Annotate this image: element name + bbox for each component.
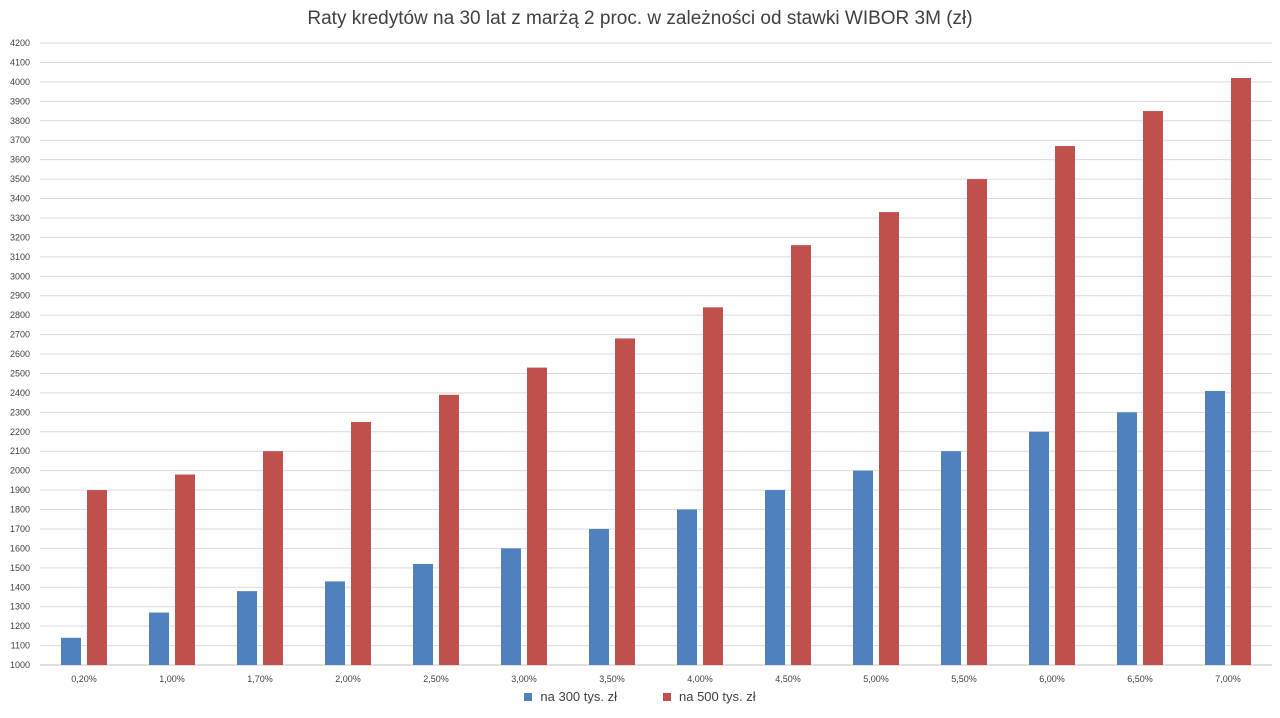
legend-item-series-2: na 500 tys. zł (663, 689, 756, 704)
y-tick-label: 1900 (10, 485, 30, 495)
bar-series-2 (1143, 111, 1163, 665)
x-tick-label: 6,50% (1127, 674, 1153, 684)
y-tick-label: 1100 (11, 641, 30, 651)
x-tick-label: 5,00% (863, 674, 889, 684)
legend-item-series-1: na 300 tys. zł (524, 689, 617, 704)
bar-series-1 (149, 612, 169, 665)
legend-label-series-1: na 300 tys. zł (540, 689, 617, 704)
y-tick-label: 2000 (10, 466, 30, 476)
x-tick-label: 1,00% (159, 674, 185, 684)
bar-series-2 (263, 451, 283, 665)
y-tick-label: 2100 (10, 446, 30, 456)
y-tick-label: 4200 (10, 38, 30, 48)
y-tick-label: 3900 (10, 96, 30, 106)
bar-series-1 (1117, 412, 1137, 665)
y-tick-label: 1000 (10, 660, 30, 670)
y-tick-label: 3300 (10, 213, 30, 223)
bar-series-1 (325, 581, 345, 665)
y-tick-label: 4100 (10, 57, 30, 67)
x-tick-label: 5,50% (951, 674, 977, 684)
y-tick-label: 2900 (10, 291, 30, 301)
x-tick-label: 3,00% (511, 674, 537, 684)
y-tick-label: 1200 (10, 621, 30, 631)
bar-series-2 (439, 394, 459, 665)
y-tick-label: 1800 (10, 505, 30, 515)
bar-series-2 (87, 490, 107, 665)
y-tick-label: 2200 (10, 427, 30, 437)
y-tick-label: 2300 (10, 407, 30, 417)
bar-series-2 (703, 307, 723, 665)
legend-swatch-series-2 (663, 692, 671, 701)
y-tick-label: 1600 (10, 543, 30, 553)
x-tick-label: 6,00% (1039, 674, 1065, 684)
y-tick-label: 1400 (10, 582, 30, 592)
bar-series-2 (351, 422, 371, 665)
legend-label-series-2: na 500 tys. zł (679, 689, 756, 704)
bar-series-1 (765, 490, 785, 665)
legend: na 300 tys. zł na 500 tys. zł (0, 689, 1280, 704)
x-tick-label: 3,50% (599, 674, 625, 684)
bar-series-1 (853, 470, 873, 665)
y-tick-label: 3600 (10, 155, 30, 165)
bar-series-1 (677, 509, 697, 665)
y-tick-label: 4000 (10, 77, 30, 87)
y-tick-label: 2700 (10, 330, 30, 340)
y-tick-label: 3400 (10, 194, 30, 204)
bar-series-1 (413, 563, 433, 665)
bar-series-1 (941, 451, 961, 665)
x-tick-label: 1,70% (247, 674, 273, 684)
x-tick-label: 0,20% (71, 674, 97, 684)
bar-series-1 (1029, 431, 1049, 665)
x-tick-label: 7,00% (1215, 674, 1241, 684)
y-tick-label: 3700 (10, 135, 30, 145)
bar-series-1 (589, 528, 609, 665)
bar-series-2 (527, 367, 547, 665)
bar-series-1 (61, 637, 81, 665)
x-tick-label: 4,00% (687, 674, 713, 684)
y-tick-label: 1700 (10, 524, 30, 534)
bar-series-2 (175, 474, 195, 665)
bar-series-2 (1055, 146, 1075, 666)
bar-series-2 (879, 212, 899, 665)
bar-series-2 (967, 179, 987, 665)
bar-series-2 (615, 338, 635, 665)
y-tick-label: 2600 (10, 349, 30, 359)
bar-series-2 (1231, 77, 1251, 666)
bar-series-1 (237, 591, 257, 665)
legend-swatch-series-1 (524, 692, 533, 701)
y-tick-label: 3100 (10, 252, 30, 262)
y-tick-label: 3500 (10, 174, 30, 184)
bar-series-1 (1205, 390, 1225, 665)
y-tick-label: 3000 (10, 271, 30, 281)
chart-title: Raty kredytów na 30 lat z marżą 2 proc. … (307, 8, 973, 29)
bar-series-2 (791, 245, 811, 665)
y-tick-label: 3800 (10, 116, 30, 126)
y-tick-label: 1500 (10, 563, 30, 573)
bar-series-1 (501, 548, 521, 665)
y-tick-label: 3200 (10, 232, 30, 242)
x-tick-label: 2,50% (423, 674, 449, 684)
x-tick-label: 2,00% (335, 674, 361, 684)
y-tick-label: 2800 (10, 310, 30, 320)
y-tick-label: 2500 (10, 368, 30, 378)
y-tick-label: 1300 (10, 602, 30, 612)
y-tick-label: 2400 (10, 388, 30, 398)
x-tick-label: 4,50% (775, 674, 801, 684)
